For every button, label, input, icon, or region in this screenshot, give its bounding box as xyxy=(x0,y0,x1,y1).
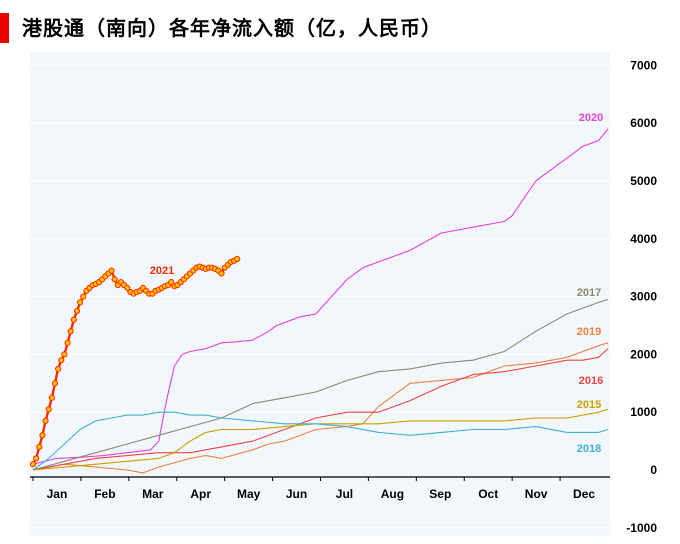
data-point xyxy=(67,328,74,335)
series-label-2016: 2016 xyxy=(579,375,603,387)
series-labels: 2020 2017 2019 2016 2015 2018 2021 xyxy=(150,112,603,455)
y-tick-label: 1000 xyxy=(630,405,657,419)
series-label-2017: 2017 xyxy=(577,287,601,299)
x-tick-label: Jul xyxy=(336,487,353,501)
series-line-2016 xyxy=(32,348,609,471)
y-tick-label: 0 xyxy=(650,463,657,477)
x-tick-label: Nov xyxy=(525,487,548,501)
title-accent-bar xyxy=(0,13,9,43)
data-point xyxy=(36,443,43,450)
data-point xyxy=(73,307,81,315)
x-tick-label: Jun xyxy=(286,487,307,501)
series-line-2018 xyxy=(32,411,609,471)
data-point xyxy=(61,351,68,358)
data-point xyxy=(51,380,59,387)
data-point xyxy=(111,276,118,283)
data-point xyxy=(58,357,65,364)
y-tick-label: -1000 xyxy=(626,521,657,535)
series-label-2020: 2020 xyxy=(579,112,603,124)
series-line-2019 xyxy=(32,342,609,474)
x-tick-label: Mar xyxy=(142,487,164,501)
series-label-2019: 2019 xyxy=(577,326,601,338)
x-tick-label: Oct xyxy=(478,487,498,501)
y-tick-label: 4000 xyxy=(630,232,657,246)
gridlines xyxy=(30,64,610,529)
y-axis: 7000 6000 5000 4000 3000 2000 1000 0 -1000 xyxy=(626,58,657,534)
data-point xyxy=(218,270,225,277)
data-point xyxy=(77,299,84,306)
data-point xyxy=(64,339,71,346)
data-point xyxy=(39,432,46,439)
x-tick-label: Apr xyxy=(190,487,211,501)
y-tick-label: 6000 xyxy=(630,116,657,130)
series-label-2018: 2018 xyxy=(577,443,601,455)
series-line-2020 xyxy=(32,128,609,465)
series-line-2017 xyxy=(32,298,609,471)
chart-title: 港股通（南向）各年净流入额（亿，人民币） xyxy=(22,16,442,40)
data-point xyxy=(124,284,131,292)
y-tick-label: 2000 xyxy=(630,347,657,361)
x-axis-month-labels: Jan Feb Mar Apr May Jun Jul Aug Sep Oct Nov Dec xyxy=(32,477,595,501)
data-point xyxy=(80,293,87,300)
x-tick-label: Jan xyxy=(47,487,68,501)
data-point xyxy=(29,461,37,468)
series-label-2015: 2015 xyxy=(577,399,601,411)
y-tick-label: 7000 xyxy=(630,58,657,72)
data-point xyxy=(234,255,241,263)
data-point xyxy=(55,365,62,372)
data-point xyxy=(48,394,55,401)
series-label-2021: 2021 xyxy=(150,265,174,277)
data-point xyxy=(33,455,40,462)
data-point xyxy=(168,279,175,286)
series-line-2015 xyxy=(32,408,609,471)
x-tick-label: Sep xyxy=(429,487,451,501)
x-tick-label: May xyxy=(237,487,261,501)
y-tick-label: 3000 xyxy=(630,290,657,304)
x-tick-label: Dec xyxy=(573,487,595,501)
x-tick-label: Feb xyxy=(94,487,115,501)
data-point xyxy=(70,316,77,323)
data-point xyxy=(42,417,49,424)
y-tick-label: 5000 xyxy=(630,174,657,188)
data-point xyxy=(108,267,115,274)
series-lines xyxy=(29,128,609,474)
x-tick-label: Aug xyxy=(381,487,404,501)
data-point xyxy=(45,406,52,413)
